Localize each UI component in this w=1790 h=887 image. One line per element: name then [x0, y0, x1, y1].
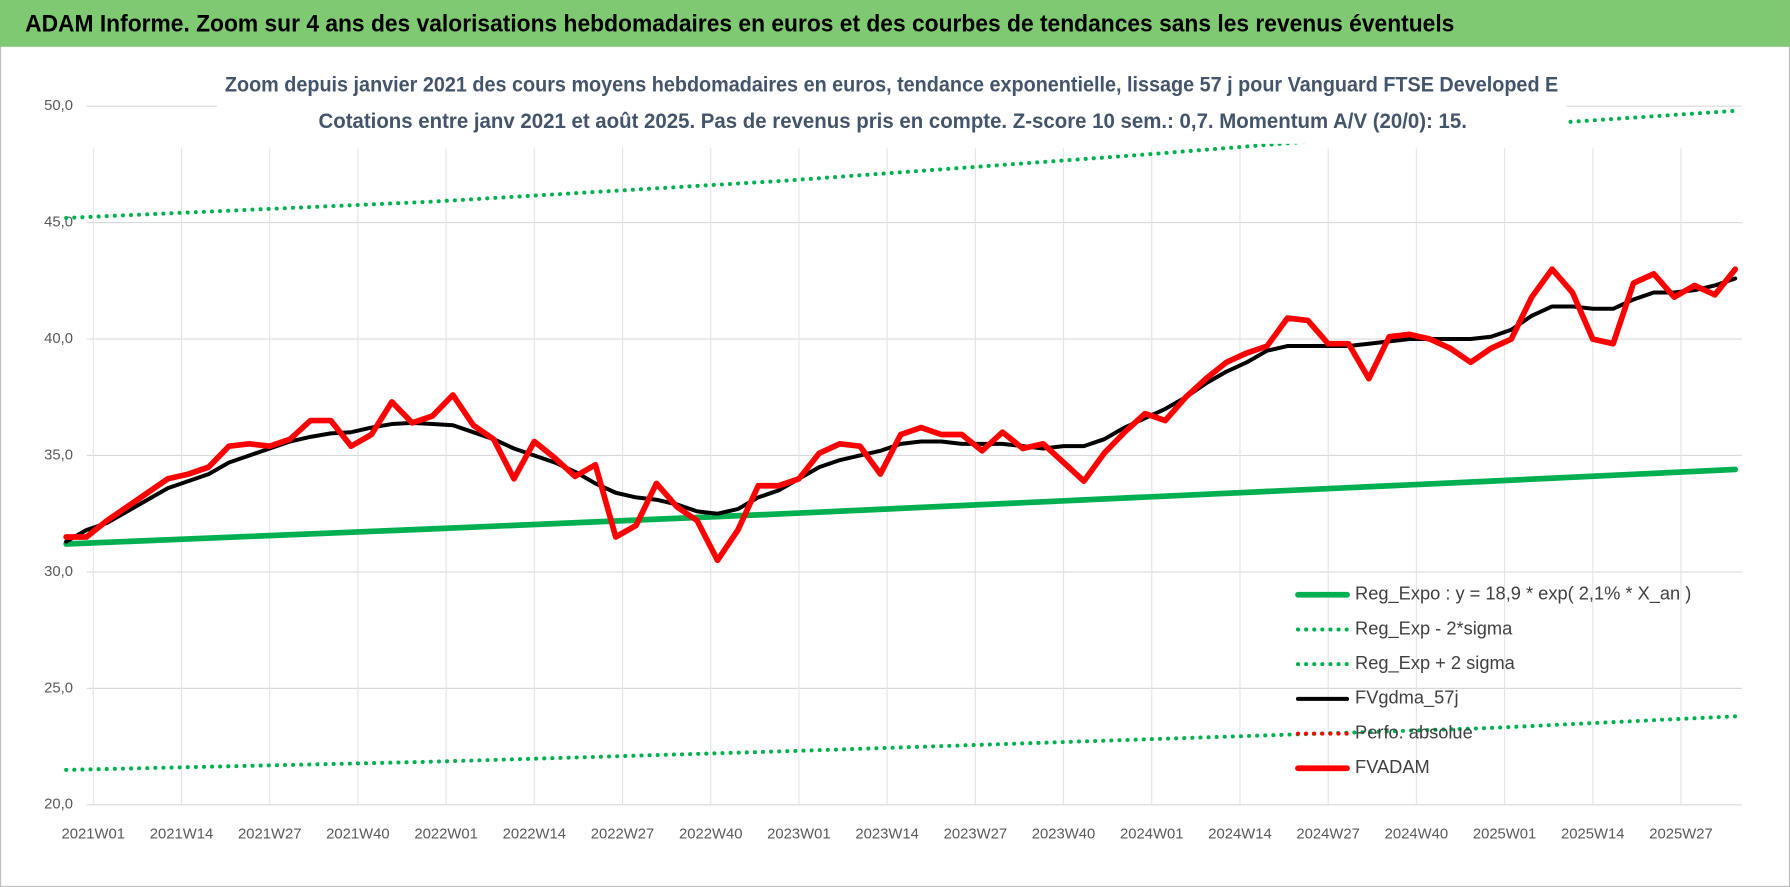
- grid: 20,0 25,0 30,0 35,0 40,0 45,0 50,0 2021W01 2021W…: [44, 98, 1743, 842]
- x-tick-label: 2022W14: [503, 826, 566, 842]
- x-tick-label: 2021W27: [238, 826, 301, 842]
- x-tick-label: 2021W01: [62, 826, 125, 842]
- y-tick-label: 25,0: [44, 680, 73, 696]
- x-tick-label: 2021W40: [326, 826, 389, 842]
- legend-label: Reg_Expo : y = 18,9 * exp( 2,1% * X_an ): [1355, 583, 1691, 605]
- legend: Reg_Expo : y = 18,9 * exp( 2,1% * X_an )…: [1295, 583, 1691, 777]
- x-tick-label: 2025W27: [1649, 826, 1712, 842]
- x-tick-label: 2022W01: [414, 826, 477, 842]
- x-tick-label: 2023W01: [767, 826, 830, 842]
- x-tick-label: 2021W14: [150, 826, 213, 842]
- legend-label: Reg_Exp + 2 sigma: [1355, 652, 1516, 674]
- y-tick-label: 30,0: [44, 564, 73, 580]
- legend-label: FVgdma_57j: [1355, 687, 1458, 709]
- chart-title: Zoom depuis janvier 2021 des cours moyen…: [225, 71, 1558, 96]
- x-tick-label: 2022W27: [591, 826, 654, 842]
- x-tick-label: 2024W01: [1120, 826, 1183, 842]
- x-tick-label: 2023W40: [1032, 826, 1095, 842]
- series-line: [64, 714, 1738, 772]
- header-title: ADAM Informe. Zoom sur 4 ans des valoris…: [25, 10, 1454, 37]
- x-tick-label: 2024W27: [1296, 826, 1359, 842]
- header-bar: [0, 0, 1790, 47]
- legend-label: FVADAM: [1355, 756, 1430, 777]
- x-tick-label: 2022W40: [679, 826, 742, 842]
- y-tick-label: 45,0: [44, 215, 73, 231]
- x-tick-label: 2025W14: [1561, 826, 1624, 842]
- x-tick-label: 2024W40: [1385, 826, 1448, 842]
- series-line: [64, 276, 1738, 544]
- series-line: [63, 266, 1739, 564]
- chart-subtitle: Cotations entre janv 2021 et août 2025. …: [319, 108, 1467, 133]
- legend-label: Perfo. absolue: [1355, 721, 1473, 742]
- y-tick-label: 40,0: [44, 331, 73, 347]
- x-tick-label: 2023W27: [944, 826, 1007, 842]
- x-tick-label: 2025W01: [1473, 826, 1536, 842]
- series-line: [63, 466, 1739, 547]
- y-tick-label: 50,0: [44, 98, 73, 114]
- y-tick-label: 35,0: [44, 447, 73, 463]
- x-tick-label: 2024W14: [1208, 826, 1271, 842]
- x-tick-label: 2023W14: [855, 826, 918, 842]
- legend-label: Reg_Exp - 2*sigma: [1355, 617, 1513, 639]
- y-tick-label: 20,0: [44, 797, 73, 813]
- title-box: [216, 66, 1567, 144]
